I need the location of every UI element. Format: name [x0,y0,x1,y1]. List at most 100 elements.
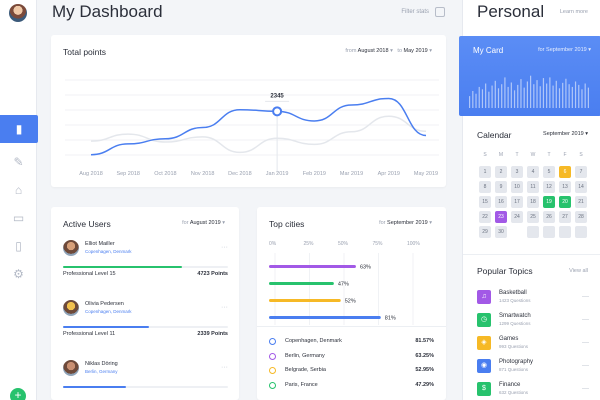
calendar-day[interactable]: 9 [495,181,507,193]
calendar-weekday: M [498,152,504,158]
topic-questions: 993 Questions [499,344,529,349]
calendar-month: September 2019 [543,131,584,137]
sidebar-item-basket[interactable]: ⌂ [0,176,37,204]
highlight-point[interactable] [272,106,283,117]
my-card-bar [504,77,506,108]
active-users-range-value[interactable]: August 2019 [189,220,221,226]
main-area: My Dashboard Filter stats Total points f… [37,0,457,400]
personal-panel: Personal Learn more My Card for Septembe… [459,0,600,400]
chat-icon: ▭ [12,211,25,225]
total-points-range[interactable]: from August 2018 ▾ to May 2019 ▾ [345,48,432,54]
total-points-card: Total points from August 2018 ▾ to May 2… [51,35,446,187]
calendar-day[interactable]: 24 [511,211,523,223]
city-list-item[interactable]: Paris, France 47.29% [269,381,434,391]
more-icon[interactable]: ··· [221,304,228,311]
calendar-day[interactable]: 14 [575,181,587,193]
avatar[interactable] [9,4,27,22]
calendar-day[interactable]: 1 [479,166,491,178]
active-users-title: Active Users [63,219,111,229]
calendar-day[interactable]: 23 [495,211,507,223]
calendar-day[interactable]: 11 [527,181,539,193]
topic-item[interactable]: ◉ Photography 871 Questions — [477,359,589,377]
my-card[interactable]: My Card for September 2019 ▾ [459,36,600,116]
calendar-day[interactable]: 3 [511,166,523,178]
range-from-value[interactable]: August 2018 [357,48,389,54]
topic-item[interactable]: ◈ Games 993 Questions — [477,336,589,354]
sidebar-item-settings[interactable]: ⚙ [0,260,37,288]
more-icon[interactable]: — [582,293,589,300]
sidebar-item-document[interactable]: ▯ [0,232,37,260]
city-list-item[interactable]: Copenhagen, Denmark 81.57% [269,337,434,347]
more-icon[interactable]: — [582,316,589,323]
user-progress-fill [63,326,149,328]
calendar-day[interactable]: 17 [511,196,523,208]
city-bar-label: 47% [338,282,349,288]
sidebar-item-brush[interactable]: ✎ [0,148,37,176]
calendar-day[interactable]: 13 [559,181,571,193]
more-icon[interactable]: ··· [221,244,228,251]
user-level: Professional Level 11 [63,331,116,337]
calendar-day[interactable]: 4 [527,166,539,178]
top-cities-range[interactable]: for September 2019 ▾ [379,220,432,226]
more-icon[interactable]: — [582,362,589,369]
calendar-day[interactable]: 8 [479,181,491,193]
calendar-day[interactable]: 27 [559,211,571,223]
city-percent: 52.95% [415,367,434,373]
city-axis-label: 0% [269,241,277,247]
my-card-bar [488,91,490,108]
city-name: Copenhagen, Denmark [285,338,342,344]
calendar-day[interactable]: 18 [527,196,539,208]
calendar-day[interactable]: 25 [527,211,539,223]
city-percent: 47.29% [415,381,434,388]
view-all-link[interactable]: View all [569,268,588,274]
my-card-bar [507,86,509,108]
city-name: Paris, France [285,381,318,388]
city-list-item[interactable]: Berlin, Germany 63.25% [269,352,434,362]
more-icon[interactable]: — [582,385,589,392]
calendar-day[interactable]: 21 [575,196,587,208]
x-tick-label: May 2019 [414,171,438,177]
calendar-day[interactable]: 26 [543,211,555,223]
calendar-month-select[interactable]: September 2019 ▾ [543,131,588,137]
filter-stats-button[interactable]: Filter stats [401,7,445,17]
sidebar-item-chat[interactable]: ▭ [0,204,37,232]
more-icon[interactable]: ··· [221,364,228,371]
calendar-day[interactable]: 12 [543,181,555,193]
my-card-bar [497,88,500,108]
city-color-dot [269,352,276,360]
learn-more-link[interactable]: Learn more [559,9,588,15]
top-cities-range-value[interactable]: September 2019 [387,220,428,226]
calendar-day[interactable]: 7 [575,166,587,178]
left-rail: ▮ ✎ ⌂ ▭ ▯ ⚙ + [0,0,38,400]
topic-item[interactable]: $ Finance 632 Questions — [477,382,589,400]
sidebar-item-stats[interactable]: ▮ [0,115,38,143]
city-list-item[interactable]: Belgrade, Serbia 52.95% [269,366,434,376]
calendar-day[interactable]: 16 [495,196,507,208]
calendar-day[interactable]: 5 [543,166,555,178]
my-card-bar [510,82,512,108]
top-cities-chart: 63% 47% 52% 81% [269,253,414,325]
more-icon[interactable]: — [582,339,589,346]
calendar-day[interactable]: 20 [559,196,571,208]
calendar-day [543,226,555,238]
user-level: Professional Level 15 [63,271,116,277]
calendar-day[interactable]: 30 [495,226,507,238]
active-users-range[interactable]: for August 2019 ▾ [182,220,225,226]
calendar-day[interactable]: 2 [495,166,507,178]
topic-item[interactable]: ♫ Basketball 1423 Questions — [477,290,589,308]
range-to-value[interactable]: May 2019 [403,48,428,54]
calendar-day[interactable]: 10 [511,181,523,193]
calendar-day[interactable]: 6 [559,166,571,178]
my-card-bar [494,80,496,108]
calendar-day[interactable]: 19 [543,196,555,208]
calendar-day[interactable]: 22 [479,211,491,223]
add-button[interactable]: + [10,388,26,400]
calendar-day[interactable]: 28 [575,211,587,223]
topic-item[interactable]: ◷ Smartwatch 1299 Questions — [477,313,589,331]
my-card-range[interactable]: for September 2019 ▾ [538,47,591,53]
my-card-bar [542,78,545,108]
my-card-bar [587,87,589,108]
calendar-day[interactable]: 15 [479,196,491,208]
my-card-bar [501,84,503,108]
calendar-day[interactable]: 29 [479,226,491,238]
